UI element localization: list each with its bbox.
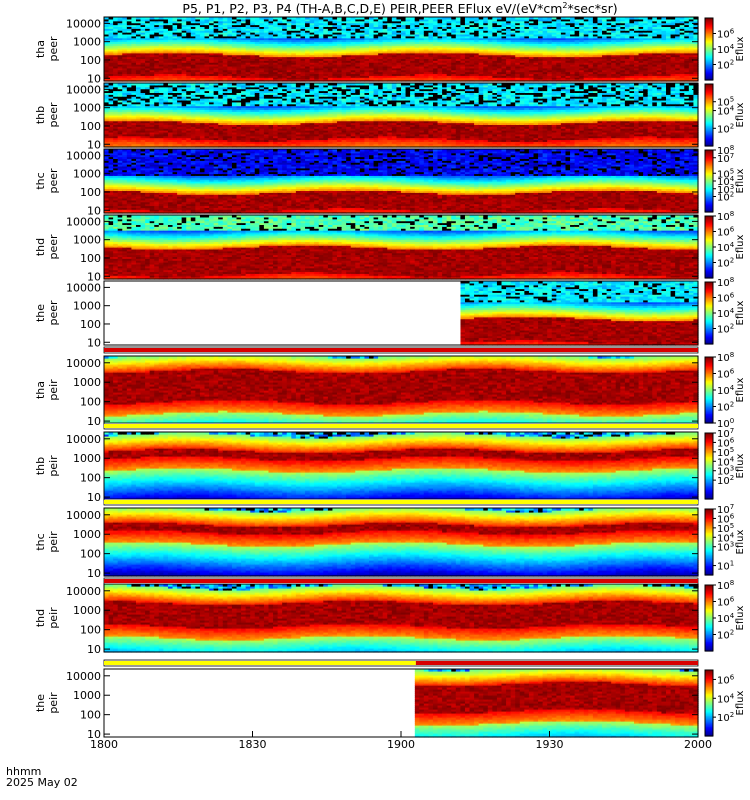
chart-title: P5, P1, P2, P3, P4 (TH-A,B,C,D,E) PEIR,P…: [182, 1, 617, 16]
